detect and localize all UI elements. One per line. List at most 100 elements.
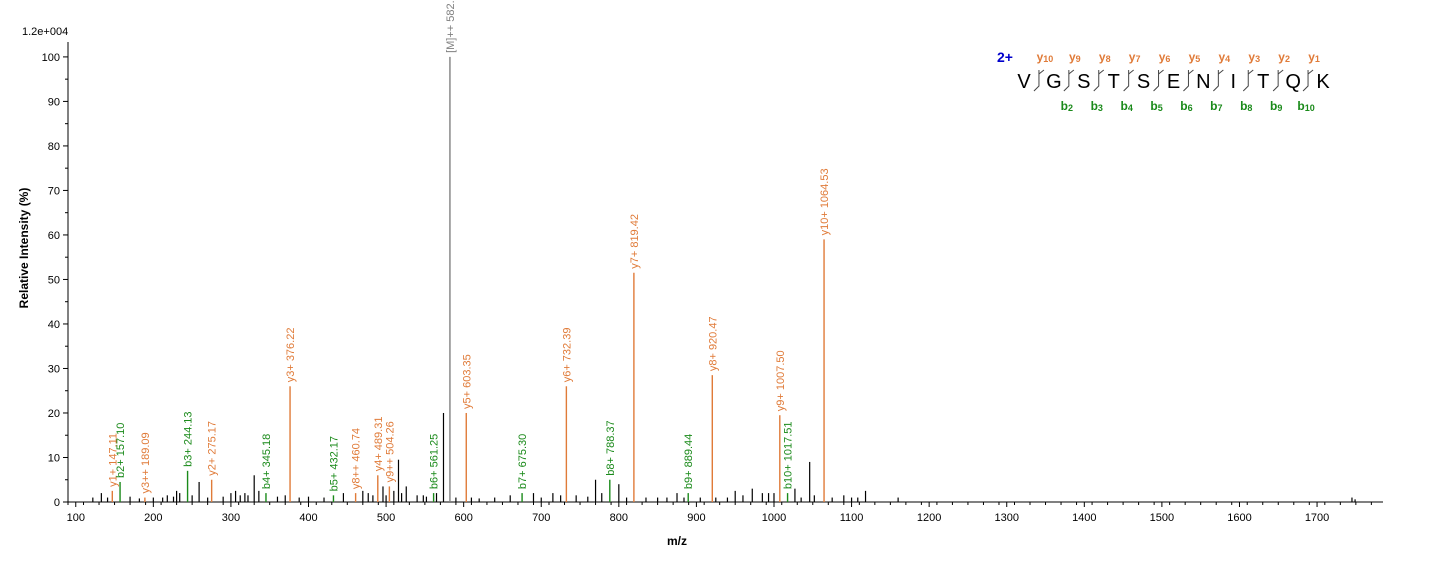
y-ion-label: y1	[1308, 50, 1320, 64]
y-tick-label: 0	[54, 497, 60, 509]
cleavage-bracket	[1272, 70, 1279, 92]
y-tick-label: 40	[48, 319, 60, 331]
peak-label: b9+ 889.44	[683, 434, 695, 489]
y-tick-label: 30	[48, 363, 60, 375]
y-ion-label: y6	[1159, 50, 1171, 64]
peak-label: y3++ 189.09	[140, 432, 152, 493]
cleavage-bracket	[1063, 70, 1070, 92]
sequence-residue: K	[1316, 71, 1330, 93]
cleavage-bracket	[1128, 69, 1134, 75]
y-ion-label: y2	[1278, 50, 1290, 64]
y-ion-label: y9	[1069, 50, 1081, 64]
sequence-residue: V	[1017, 71, 1031, 93]
x-tick-label: 1200	[917, 512, 941, 524]
peak-label: b4+ 345.18	[261, 434, 273, 489]
b-ion-label: b4	[1120, 99, 1132, 113]
cleavage-bracket	[1093, 70, 1100, 92]
b-ion-label: b7	[1210, 99, 1222, 113]
b-ion-label: b9	[1270, 99, 1282, 113]
cleavage-bracket	[1038, 69, 1045, 75]
x-tick-label: 1500	[1150, 512, 1174, 524]
cleavage-bracket	[1218, 69, 1224, 75]
b-ion-label: b10	[1297, 99, 1314, 113]
sequence-residue: G	[1046, 71, 1062, 93]
y-tick-label: 10	[48, 452, 60, 464]
x-tick-label: 900	[687, 512, 705, 524]
peak-label: y2+ 275.17	[207, 421, 219, 476]
y-ion-label: y10	[1037, 50, 1054, 64]
sequence-residue: T	[1108, 71, 1120, 93]
sequence-residue: T	[1257, 71, 1269, 93]
sequence-residue: S	[1137, 71, 1150, 93]
peak-label: b7+ 675.30	[517, 434, 529, 489]
cleavage-bracket	[1247, 69, 1254, 75]
b-ion-label: b2	[1061, 99, 1073, 113]
y-tick-label: 70	[48, 185, 60, 197]
b-ion-label: b8	[1240, 99, 1252, 113]
cleavage-bracket	[1098, 69, 1105, 75]
y-tick-label: 100	[42, 52, 60, 64]
y-tick-label: 50	[48, 274, 60, 286]
peak-label: y9++ 504.26	[384, 421, 396, 482]
cleavage-bracket	[1188, 69, 1194, 75]
peak-label: y3+ 376.22	[285, 328, 297, 383]
x-tick-label: 700	[532, 512, 550, 524]
x-tick-label: 300	[222, 512, 240, 524]
axes: 100 200 300 400 500 600 700 800 900 1000 1100 1200 1…	[42, 42, 1383, 524]
peak-label: y7+ 819.42	[629, 214, 641, 269]
cleavage-bracket	[1307, 69, 1314, 75]
peak-label: y8+ 920.47	[707, 316, 719, 371]
sequence-residue: I	[1231, 71, 1237, 93]
y-axis-title: Relative Intensity (%)	[17, 188, 31, 309]
unannotated-peaks	[92, 412, 1356, 502]
cleavage-bracket	[1068, 69, 1075, 75]
cleavage-bracket	[1153, 70, 1160, 92]
peak-label: y4+ 489.31	[373, 417, 385, 472]
b-ion-label: b5	[1150, 99, 1162, 113]
peak-label: y10+ 1064.53	[819, 168, 831, 235]
x-tick-label: 1600	[1227, 512, 1251, 524]
peak-label: y5+ 603.35	[461, 354, 473, 409]
x-tick-label: 400	[299, 512, 317, 524]
x-tick-label: 800	[610, 512, 628, 524]
x-tick-label: 600	[454, 512, 472, 524]
cleavage-bracket	[1212, 70, 1219, 92]
y-ion-label: y8	[1099, 50, 1111, 64]
cleavage-bracket	[1183, 70, 1189, 92]
cleavage-bracket	[1302, 70, 1309, 92]
y-ion-label: y7	[1129, 50, 1141, 64]
cleavage-bracket	[1277, 69, 1284, 75]
y-tick-label: 80	[48, 141, 60, 153]
peak-label: b10+ 1017.51	[783, 421, 795, 489]
peak-label: y8++ 460.74	[351, 428, 363, 489]
sequence-residue: N	[1196, 71, 1210, 93]
sequence-residue: E	[1167, 71, 1180, 93]
cleavage-bracket	[1158, 69, 1164, 75]
peak-label: b5+ 432.17	[328, 436, 340, 491]
charge-state: 2+	[997, 49, 1013, 65]
peak-label: b6+ 561.25	[429, 434, 441, 489]
cleavage-bracket	[1242, 70, 1249, 92]
cleavage-bracket	[1123, 70, 1130, 92]
peak-label: [M]++ 582.30	[445, 0, 457, 53]
intensity-scale-label: 1.2e+004	[22, 26, 68, 38]
sequence-residue: Q	[1285, 71, 1301, 93]
y-tick-label: 90	[48, 96, 60, 108]
x-axis-title: m/z	[667, 534, 687, 548]
x-tick-label: 500	[377, 512, 395, 524]
peak-label: b3+ 244.13	[183, 411, 195, 466]
y-tick-label: 20	[48, 408, 60, 420]
cleavage-bracket	[1033, 70, 1040, 92]
x-tick-label: 1000	[762, 512, 786, 524]
y-ion-label: y3	[1248, 50, 1260, 64]
y-ion-label: y4	[1218, 50, 1230, 64]
b-ion-label: b3	[1091, 99, 1103, 113]
x-tick-label: 1300	[994, 512, 1018, 524]
peak-label: y1+ 147.11	[107, 433, 119, 487]
sequence-residue: S	[1077, 71, 1090, 93]
x-tick-label: 100	[67, 512, 85, 524]
peak-label: y9+ 1007.50	[775, 350, 787, 411]
x-tick-label: 200	[144, 512, 162, 524]
